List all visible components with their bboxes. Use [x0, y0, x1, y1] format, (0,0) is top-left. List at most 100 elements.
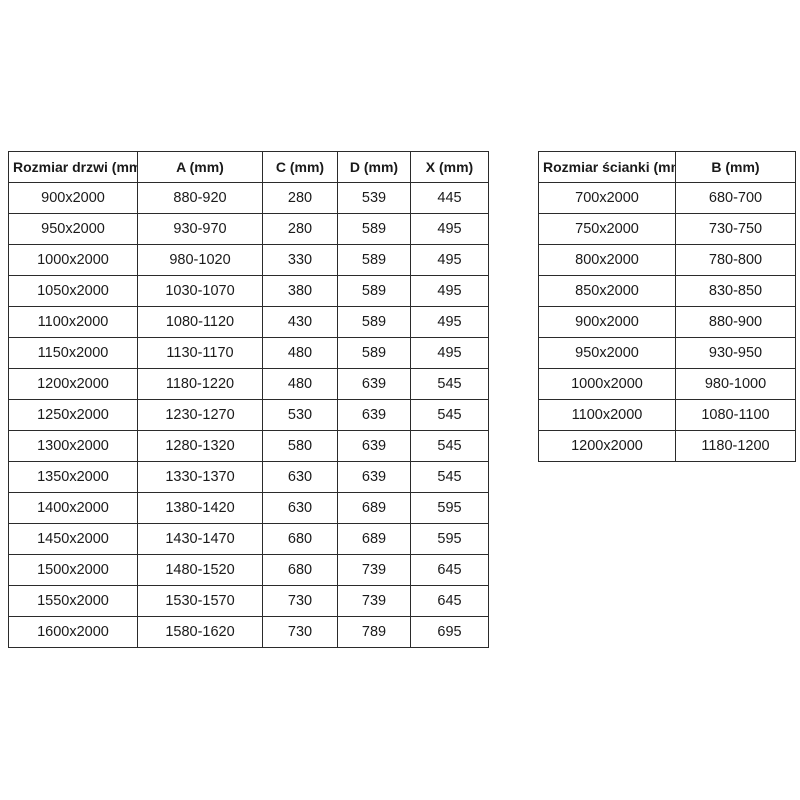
door-size-table: Rozmiar drzwi (mm) A (mm) C (mm) D (mm) X (m…	[8, 151, 489, 648]
table-cell: 1350x2000	[8, 461, 138, 493]
table-row: 950x2000 930-950	[538, 337, 796, 369]
table-cell: 1000x2000	[8, 244, 138, 276]
table-cell: 1430-1470	[137, 523, 263, 555]
table-cell: 1030-1070	[137, 275, 263, 307]
table-cell: 780-800	[675, 244, 796, 276]
table-row: 900x2000 880-900	[538, 306, 796, 338]
table-row: 1200x2000 1180-1220 480 639 545	[8, 368, 489, 400]
table-row: 850x2000 830-850	[538, 275, 796, 307]
table-cell: 1400x2000	[8, 492, 138, 524]
table-cell: 930-970	[137, 213, 263, 245]
table-cell: 595	[410, 492, 489, 524]
table-cell: 1330-1370	[137, 461, 263, 493]
table-cell: 645	[410, 554, 489, 586]
table-cell: 545	[410, 430, 489, 462]
column-header: Rozmiar drzwi (mm)	[8, 151, 138, 183]
table-cell: 480	[262, 368, 338, 400]
table-row: 900x2000 880-920 280 539 445	[8, 182, 489, 214]
table-row: 1150x2000 1130-1170 480 589 495	[8, 337, 489, 369]
table-cell: 830-850	[675, 275, 796, 307]
table-cell: 545	[410, 399, 489, 431]
table-row: 1550x2000 1530-1570 730 739 645	[8, 585, 489, 617]
table-cell: 495	[410, 306, 489, 338]
table-cell: 739	[337, 585, 411, 617]
table-cell: 1180-1200	[675, 430, 796, 462]
column-header: X (mm)	[410, 151, 489, 183]
table-cell: 580	[262, 430, 338, 462]
table-row: 1000x2000 980-1020 330 589 495	[8, 244, 489, 276]
table-cell: 1500x2000	[8, 554, 138, 586]
table-cell: 1200x2000	[8, 368, 138, 400]
table-cell: 980-1000	[675, 368, 796, 400]
table-cell: 380	[262, 275, 338, 307]
table-row: 1450x2000 1430-1470 680 689 595	[8, 523, 489, 555]
table-cell: 1100x2000	[8, 306, 138, 338]
table-cell: 689	[337, 523, 411, 555]
table-cell: 1250x2000	[8, 399, 138, 431]
table-cell: 639	[337, 430, 411, 462]
table-cell: 680	[262, 554, 338, 586]
table-cell: 495	[410, 275, 489, 307]
table-cell: 789	[337, 616, 411, 648]
table-cell: 589	[337, 337, 411, 369]
column-header: Rozmiar ścianki (mm)	[538, 151, 676, 183]
table-cell: 589	[337, 306, 411, 338]
table-cell: 330	[262, 244, 338, 276]
table-cell: 700x2000	[538, 182, 676, 214]
table-cell: 545	[410, 461, 489, 493]
table-cell: 1530-1570	[137, 585, 263, 617]
table-cell: 639	[337, 461, 411, 493]
table-cell: 980-1020	[137, 244, 263, 276]
column-header: D (mm)	[337, 151, 411, 183]
table-cell: 589	[337, 275, 411, 307]
table-row: 1400x2000 1380-1420 630 689 595	[8, 492, 489, 524]
table-row: 1600x2000 1580-1620 730 789 695	[8, 616, 489, 648]
table-cell: 1380-1420	[137, 492, 263, 524]
table-cell: 280	[262, 182, 338, 214]
column-header: C (mm)	[262, 151, 338, 183]
table-cell: 689	[337, 492, 411, 524]
column-header: A (mm)	[137, 151, 263, 183]
table-cell: 1130-1170	[137, 337, 263, 369]
table-cell: 445	[410, 182, 489, 214]
table-cell: 430	[262, 306, 338, 338]
table-cell: 950x2000	[8, 213, 138, 245]
table-cell: 695	[410, 616, 489, 648]
table-cell: 539	[337, 182, 411, 214]
table-cell: 280	[262, 213, 338, 245]
table-row: 1250x2000 1230-1270 530 639 545	[8, 399, 489, 431]
table-cell: 739	[337, 554, 411, 586]
table-row: 1300x2000 1280-1320 580 639 545	[8, 430, 489, 462]
table-cell: 530	[262, 399, 338, 431]
table-cell: 950x2000	[538, 337, 676, 369]
table-cell: 645	[410, 585, 489, 617]
table-cell: 595	[410, 523, 489, 555]
table-cell: 1050x2000	[8, 275, 138, 307]
table-row: 950x2000 930-970 280 589 495	[8, 213, 489, 245]
table-cell: 1230-1270	[137, 399, 263, 431]
table-cell: 630	[262, 461, 338, 493]
table-row: 1350x2000 1330-1370 630 639 545	[8, 461, 489, 493]
table-row: 1000x2000 980-1000	[538, 368, 796, 400]
table-cell: 800x2000	[538, 244, 676, 276]
table-cell: 680-700	[675, 182, 796, 214]
table-cell: 495	[410, 244, 489, 276]
table-row: 1100x2000 1080-1100	[538, 399, 796, 431]
table-cell: 589	[337, 213, 411, 245]
table-cell: 495	[410, 213, 489, 245]
table-cell: 1180-1220	[137, 368, 263, 400]
table-row: 750x2000 730-750	[538, 213, 796, 245]
table-cell: 545	[410, 368, 489, 400]
column-header: B (mm)	[675, 151, 796, 183]
table-cell: 589	[337, 244, 411, 276]
header-row: Rozmiar ścianki (mm) B (mm)	[538, 151, 796, 183]
table-cell: 1100x2000	[538, 399, 676, 431]
table-cell: 1280-1320	[137, 430, 263, 462]
table-row: 1050x2000 1030-1070 380 589 495	[8, 275, 489, 307]
table-cell: 850x2000	[538, 275, 676, 307]
table-cell: 730-750	[675, 213, 796, 245]
table-cell: 1450x2000	[8, 523, 138, 555]
table-cell: 639	[337, 368, 411, 400]
table-cell: 630	[262, 492, 338, 524]
